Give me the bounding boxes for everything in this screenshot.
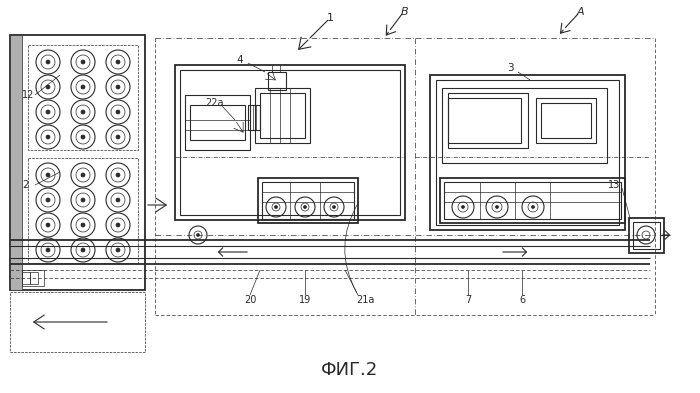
Text: 2: 2	[22, 180, 29, 190]
Bar	[28, 45, 138, 150]
Circle shape	[116, 173, 120, 177]
Circle shape	[496, 206, 498, 209]
Text: 4: 4	[237, 55, 244, 65]
Bar	[22, 272, 30, 284]
Bar	[260, 93, 305, 138]
Circle shape	[46, 173, 50, 177]
Bar	[536, 98, 596, 143]
Bar	[30, 272, 38, 284]
Text: 21a: 21a	[356, 295, 375, 305]
Bar	[430, 75, 625, 230]
Bar	[28, 158, 138, 263]
Circle shape	[116, 198, 120, 202]
Bar	[10, 35, 22, 290]
Text: 3: 3	[507, 63, 513, 73]
Circle shape	[81, 223, 85, 227]
Bar	[436, 80, 619, 225]
Circle shape	[116, 248, 120, 252]
Bar	[541, 103, 591, 138]
Circle shape	[116, 110, 120, 114]
Circle shape	[531, 206, 535, 209]
Circle shape	[46, 85, 50, 89]
Circle shape	[81, 173, 85, 177]
Circle shape	[81, 60, 85, 64]
Bar	[448, 93, 528, 148]
Bar	[268, 72, 286, 90]
Circle shape	[304, 206, 307, 209]
Circle shape	[81, 110, 85, 114]
Bar	[10, 292, 145, 352]
Circle shape	[332, 206, 335, 209]
Text: 12: 12	[22, 90, 34, 100]
Bar	[629, 218, 664, 253]
Text: 1: 1	[326, 13, 333, 23]
Text: ФИГ.2: ФИГ.2	[321, 361, 379, 379]
Circle shape	[46, 198, 50, 202]
Bar	[190, 105, 245, 140]
Text: B: B	[401, 7, 409, 17]
Circle shape	[116, 223, 120, 227]
Text: A: A	[576, 7, 584, 17]
Circle shape	[81, 135, 85, 139]
Bar	[175, 65, 405, 220]
Bar	[185, 95, 250, 150]
Bar	[442, 88, 607, 163]
Bar	[258, 178, 358, 223]
Circle shape	[81, 85, 85, 89]
Text: 20: 20	[244, 295, 256, 305]
Circle shape	[116, 85, 120, 89]
Circle shape	[116, 60, 120, 64]
Bar	[248, 105, 260, 130]
Circle shape	[461, 206, 465, 209]
Circle shape	[46, 60, 50, 64]
Bar	[633, 222, 660, 249]
Text: 7: 7	[465, 295, 471, 305]
Text: 13: 13	[608, 180, 620, 190]
Bar	[10, 35, 145, 290]
Bar	[262, 182, 354, 219]
Text: 22a: 22a	[205, 98, 223, 108]
Circle shape	[46, 135, 50, 139]
Bar	[440, 178, 625, 223]
Circle shape	[81, 248, 85, 252]
Bar	[255, 88, 310, 143]
Bar	[180, 70, 400, 215]
Text: 6: 6	[519, 295, 525, 305]
Circle shape	[116, 135, 120, 139]
Circle shape	[46, 223, 50, 227]
Bar	[444, 182, 621, 219]
Circle shape	[46, 248, 50, 252]
Circle shape	[197, 233, 199, 237]
Circle shape	[81, 198, 85, 202]
Bar	[22, 270, 44, 286]
Text: 19: 19	[299, 295, 311, 305]
Bar	[448, 98, 521, 143]
Circle shape	[46, 110, 50, 114]
Circle shape	[274, 206, 277, 209]
